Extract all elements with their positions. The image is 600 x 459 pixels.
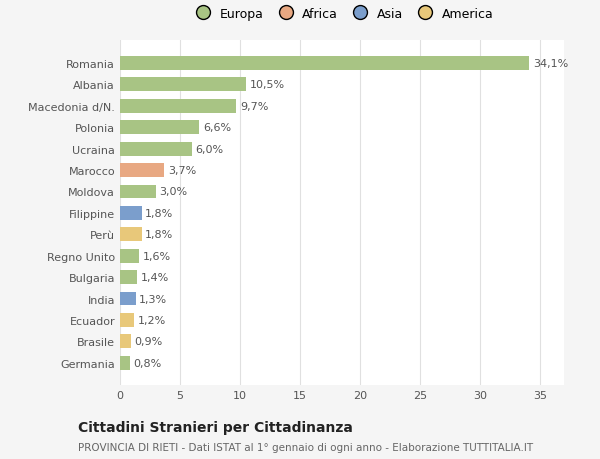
Text: 0,8%: 0,8%: [133, 358, 161, 368]
Text: 1,4%: 1,4%: [140, 273, 169, 282]
Text: 34,1%: 34,1%: [533, 59, 568, 69]
Text: 1,8%: 1,8%: [145, 230, 173, 240]
Bar: [120, 57, 529, 71]
Text: 10,5%: 10,5%: [250, 80, 285, 90]
Bar: [120, 228, 142, 242]
Text: 9,7%: 9,7%: [240, 101, 268, 112]
Legend: Europa, Africa, Asia, America: Europa, Africa, Asia, America: [185, 3, 499, 26]
Text: 1,8%: 1,8%: [145, 208, 173, 218]
Text: 1,6%: 1,6%: [143, 251, 171, 261]
Text: 3,0%: 3,0%: [160, 187, 188, 197]
Bar: [120, 335, 131, 348]
Text: PROVINCIA DI RIETI - Dati ISTAT al 1° gennaio di ogni anno - Elaborazione TUTTIT: PROVINCIA DI RIETI - Dati ISTAT al 1° ge…: [78, 442, 533, 452]
Bar: [120, 207, 142, 220]
Text: 1,3%: 1,3%: [139, 294, 167, 304]
Bar: [120, 185, 156, 199]
Text: 6,0%: 6,0%: [196, 145, 224, 154]
Bar: [120, 100, 236, 113]
Bar: [120, 356, 130, 370]
Text: 1,2%: 1,2%: [138, 315, 166, 325]
Bar: [120, 78, 246, 92]
Text: 6,6%: 6,6%: [203, 123, 231, 133]
Bar: [120, 249, 139, 263]
Text: 3,7%: 3,7%: [168, 166, 196, 176]
Bar: [120, 142, 192, 157]
Bar: [120, 313, 134, 327]
Bar: [120, 270, 137, 285]
Bar: [120, 292, 136, 306]
Bar: [120, 164, 164, 178]
Bar: [120, 121, 199, 135]
Text: Cittadini Stranieri per Cittadinanza: Cittadini Stranieri per Cittadinanza: [78, 420, 353, 434]
Text: 0,9%: 0,9%: [134, 336, 163, 347]
